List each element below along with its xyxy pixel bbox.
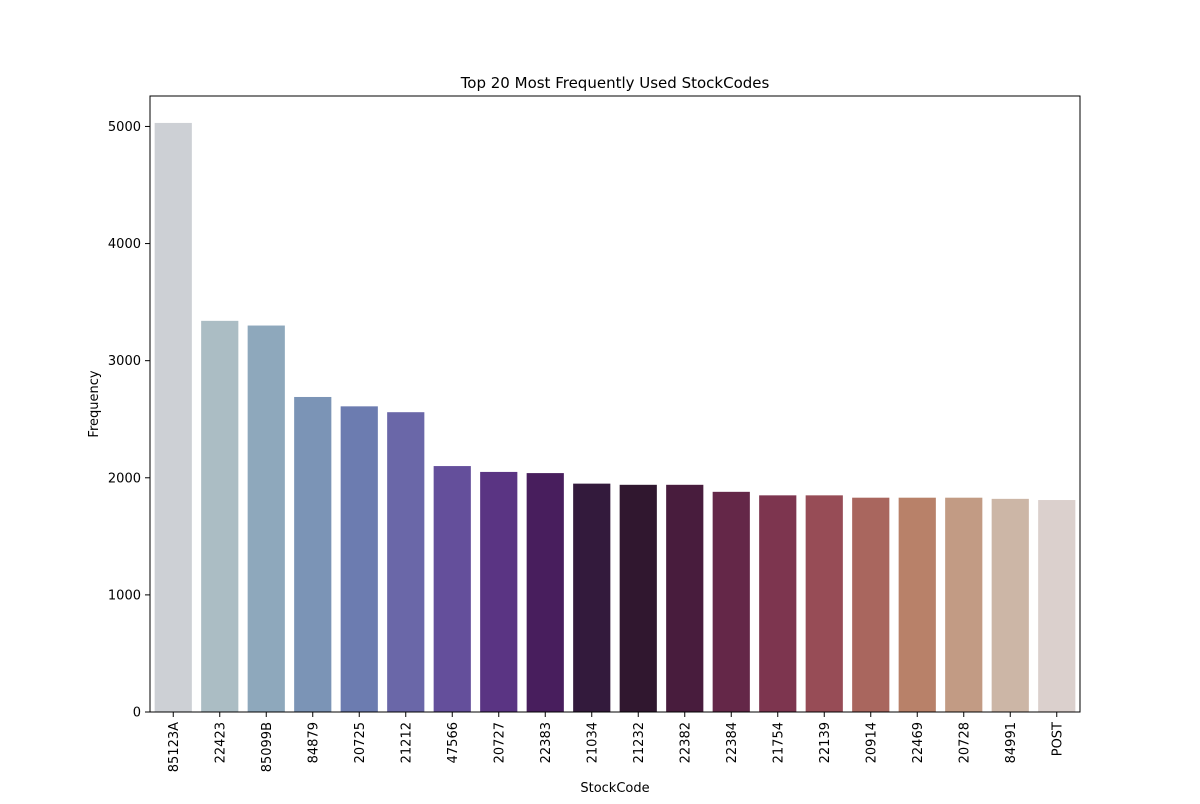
bar-22469 — [898, 497, 936, 712]
x-tick-label: 22382 — [678, 722, 693, 763]
x-tick-label: 21212 — [399, 722, 414, 763]
y-axis-label: Frequency — [87, 370, 102, 437]
x-tick-label: 22383 — [539, 722, 554, 763]
x-tick-label: 22384 — [725, 722, 740, 763]
bar-22383 — [526, 473, 564, 712]
x-tick-label: 21232 — [632, 722, 647, 763]
bar-85123A — [154, 122, 192, 712]
bar-21754 — [759, 495, 797, 712]
bar-22423 — [201, 320, 239, 712]
x-tick-label: POST — [1050, 722, 1065, 756]
x-tick-label: 20725 — [353, 722, 368, 763]
x-tick-label: 22423 — [213, 722, 228, 763]
x-tick-label: 21754 — [771, 722, 786, 763]
bar-20727 — [480, 471, 518, 712]
bar-21232 — [619, 484, 657, 712]
y-tick-label: 2000 — [108, 471, 141, 486]
y-tick-label: 1000 — [108, 588, 141, 603]
x-axis-label: StockCode — [580, 781, 649, 796]
bar-47566 — [433, 466, 471, 712]
bar-84879 — [294, 396, 332, 712]
x-tick-label: 20914 — [864, 722, 879, 763]
y-tick-label: 0 — [133, 706, 141, 721]
bar-21212 — [387, 412, 425, 712]
bar-84991 — [991, 498, 1029, 712]
x-tick-label: 22469 — [911, 722, 926, 763]
bar-20725 — [340, 406, 378, 712]
bar-22384 — [712, 491, 750, 712]
x-tick-label: 22139 — [818, 722, 833, 763]
x-tick-label: 85123A — [167, 722, 182, 772]
bar-22139 — [805, 495, 843, 712]
plot-frame — [149, 95, 1081, 713]
y-axis: 0 1000 2000 3000 4000 5000 — [108, 120, 150, 721]
x-axis: 85123A 22423 85099B 84879 20725 21212 47566 207… — [167, 712, 1065, 772]
x-tick-label: 84879 — [306, 722, 321, 763]
x-tick-label: 84991 — [1004, 722, 1019, 763]
x-tick-label: 20727 — [492, 722, 507, 763]
y-tick-label: 5000 — [108, 120, 141, 135]
bar-POST — [1038, 500, 1076, 712]
x-tick-label: 85099B — [260, 722, 275, 772]
x-tick-label: 20728 — [957, 722, 972, 763]
x-tick-label: 21034 — [585, 722, 600, 763]
chart-title: Top 20 Most Frequently Used StockCodes — [460, 74, 770, 92]
y-tick-label: 3000 — [108, 354, 141, 369]
y-tick-label: 4000 — [108, 237, 141, 252]
bar-21034 — [573, 483, 611, 712]
bar-22382 — [666, 484, 704, 712]
bars-layer — [154, 122, 1076, 712]
bar-20914 — [852, 497, 890, 712]
bar-85099B — [247, 325, 285, 712]
x-tick-label: 47566 — [446, 722, 461, 763]
bar-20728 — [945, 497, 983, 712]
